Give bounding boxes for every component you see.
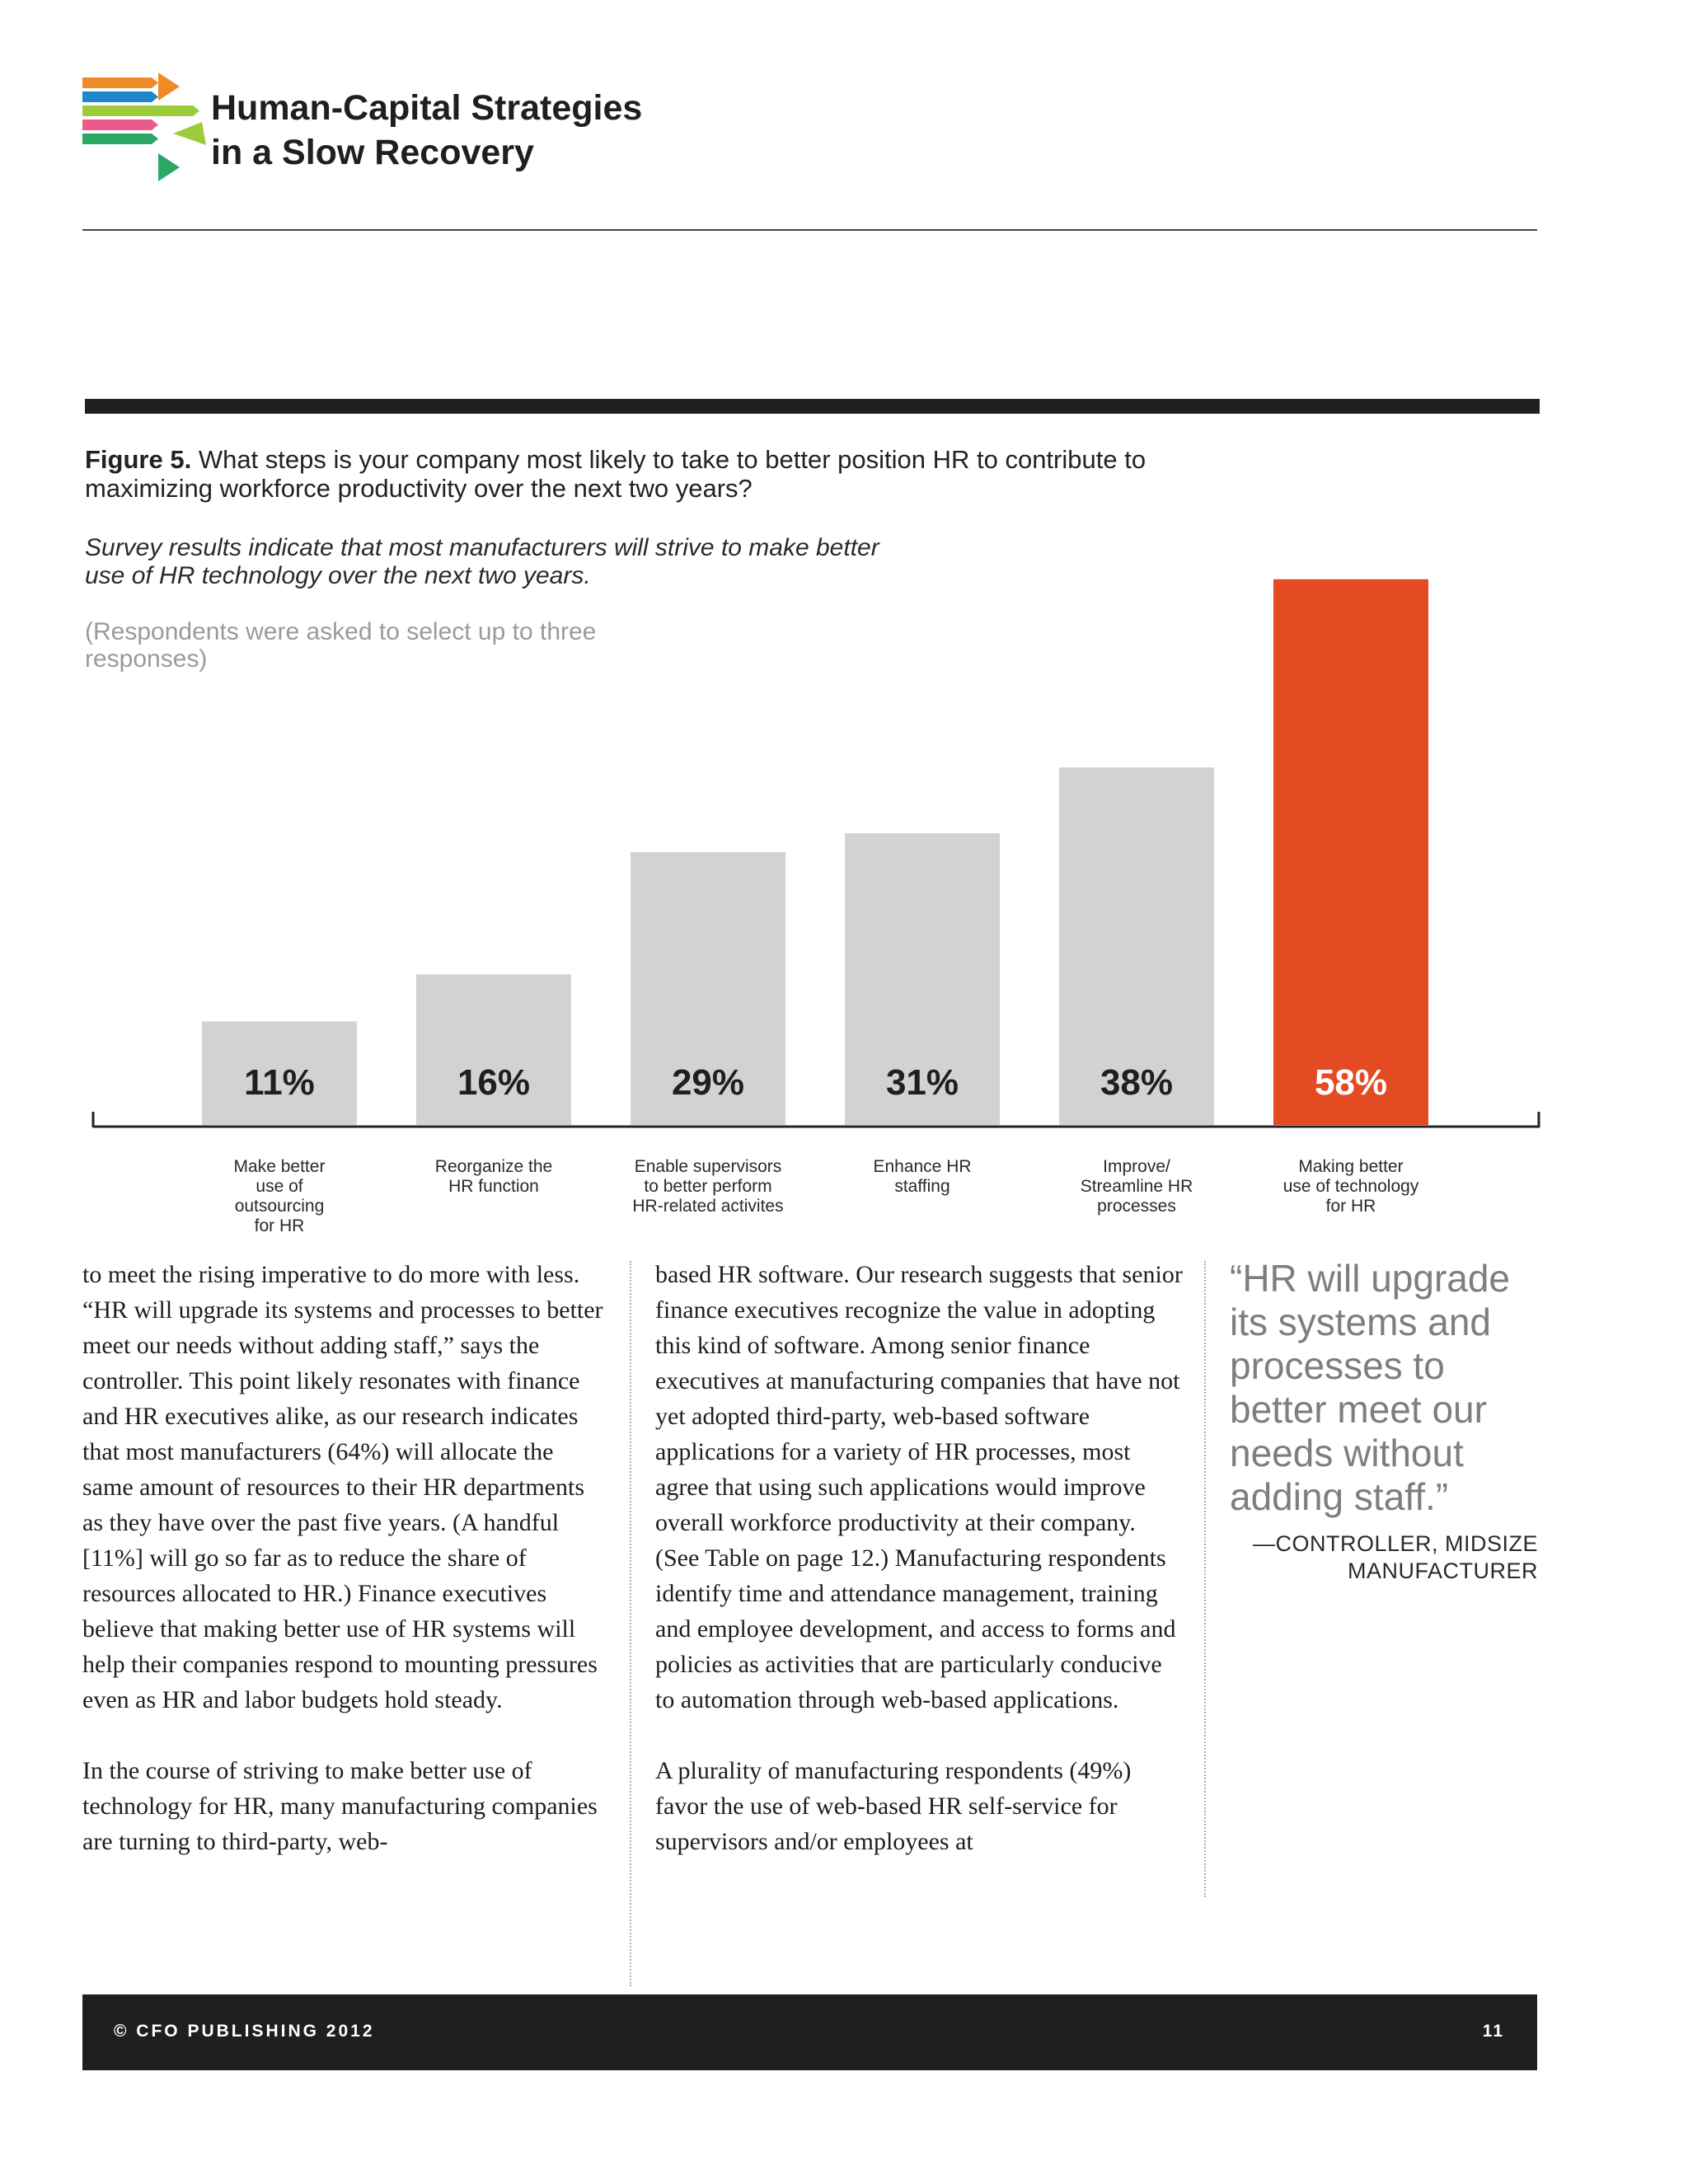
category-label: Enable supervisors to better perform HR-re…	[632, 1157, 783, 1216]
category-label-line: Improve/	[1103, 1157, 1170, 1176]
body-column-2: based HR software. Our research suggests…	[655, 1257, 1183, 1859]
body-paragraph: based HR software. Our research suggests…	[655, 1261, 1183, 1713]
category-label: Making better use of technology for HR	[1283, 1157, 1419, 1216]
header-title: Human-Capital Strategies in a Slow Recov…	[211, 86, 870, 175]
category-label-line: HR-related activites	[632, 1197, 783, 1216]
bar	[202, 1021, 357, 1125]
category-label: Reorganize the HR function	[435, 1157, 552, 1196]
bar-value-label: 16%	[457, 1062, 530, 1103]
bar-value-label: 31%	[886, 1062, 959, 1103]
category-label-line: Making better	[1298, 1157, 1403, 1176]
category-label-line: for HR	[255, 1216, 305, 1235]
bar-value-label: 38%	[1100, 1062, 1173, 1103]
logo-stripe	[82, 134, 158, 144]
header-title-line-1: Human-Capital Strategies	[211, 88, 643, 128]
category-label-line: use of	[256, 1177, 302, 1196]
header-title-line-2: in a Slow Recovery	[211, 133, 534, 172]
body-paragraph: A plurality of manufacturing respondents…	[655, 1757, 1132, 1855]
header-divider	[82, 229, 1537, 231]
bar	[631, 851, 785, 1125]
logo-stripe	[82, 105, 199, 116]
logo-stripe	[82, 77, 158, 88]
footer-copyright: © CFO PUBLISHING 2012	[114, 2022, 375, 2041]
category-label: Improve/Streamline HR processes	[1081, 1157, 1193, 1216]
category-label-line: HR function	[448, 1177, 539, 1196]
bar	[845, 833, 1000, 1125]
logo-arrowhead	[173, 122, 206, 145]
page-number: 11	[1482, 2022, 1504, 2041]
pull-quote: “HR will upgrade its systems and process…	[1230, 1257, 1511, 1518]
body-column-1: to meet the rising imperative to do more…	[82, 1257, 610, 1859]
bar	[1059, 767, 1214, 1125]
category-label-line: processes	[1097, 1197, 1176, 1216]
figure-note: (Respondents were asked to select up to …	[85, 618, 597, 673]
figure-subtitle: Survey results indicate that most manufa…	[85, 534, 879, 589]
arrows-logo-icon	[82, 73, 206, 181]
category-label-line: for HR	[1326, 1197, 1376, 1216]
bar-value-label: 11%	[244, 1062, 315, 1103]
category-label: Make better use of outsourcing for HR	[234, 1157, 326, 1235]
category-label-line: use of technology	[1283, 1177, 1419, 1196]
bar	[1273, 579, 1428, 1125]
logo-arrowhead	[158, 73, 180, 101]
logo-stripe	[82, 91, 158, 102]
column-divider	[1204, 1261, 1206, 1897]
figure-top-bar	[85, 399, 1540, 414]
category-label-line: Enable supervisors	[635, 1157, 782, 1176]
figure-label: Figure 5.	[85, 445, 192, 474]
column-divider	[630, 1261, 631, 1986]
category-label-line: staffing	[894, 1177, 950, 1196]
category-label-line: Reorganize the	[435, 1157, 552, 1176]
figure-question: What steps is your company most likely t…	[85, 445, 1146, 503]
category-label-line: to better perform	[644, 1177, 771, 1196]
logo-arrowhead	[158, 153, 180, 181]
body-paragraph: In the course of striving to make better…	[82, 1757, 598, 1855]
figure-title: Figure 5. What steps is your company mos…	[85, 445, 1156, 503]
category-label-line: Make better	[234, 1157, 326, 1176]
category-label-line: outsourcing	[235, 1197, 325, 1216]
category-label: Enhance HR staffing	[873, 1157, 971, 1196]
category-label-line: Streamline HR	[1081, 1177, 1193, 1196]
category-label-line: Enhance HR	[873, 1157, 971, 1176]
footer-bar: © CFO PUBLISHING 2012 11	[82, 1994, 1537, 2070]
bar	[416, 974, 571, 1125]
body-paragraph: to meet the rising imperative to do more…	[82, 1261, 603, 1713]
logo-stripe	[82, 120, 158, 130]
bar-chart: 11%Make better use of outsourcing for HR16%…	[91, 579, 1540, 1235]
bar-value-label: 58%	[1315, 1062, 1387, 1103]
bar-value-label: 29%	[672, 1062, 744, 1103]
pull-quote-attribution: —CONTROLLER, MIDSIZE MANUFACTURER	[1252, 1531, 1538, 1583]
